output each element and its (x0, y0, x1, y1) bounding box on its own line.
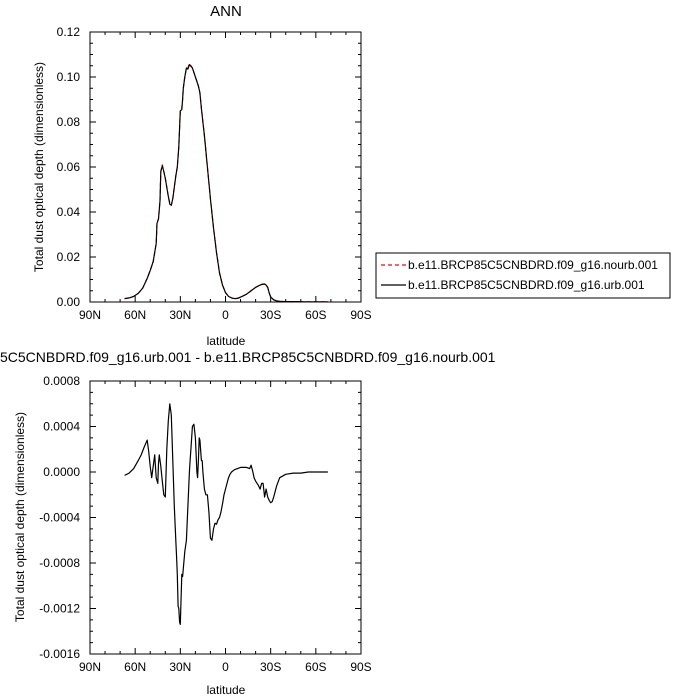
y-tick-label: 0.00 (57, 295, 81, 309)
chart-top-xlabel: latitude (207, 334, 246, 348)
y-tick-label: 0.04 (57, 205, 81, 219)
chart-bottom-x-ticks: 90N 60N 30N 0 30S 60S 90S (79, 381, 372, 674)
y-tick-label: 0.08 (57, 115, 81, 129)
y-tick-label: -0.0004 (39, 511, 80, 525)
x-tick-label: 0 (222, 308, 229, 322)
x-tick-label: 90S (350, 308, 371, 322)
chart-top-plot-frame (89, 31, 362, 303)
y-tick-label: 0.0000 (43, 465, 80, 479)
chart-top-x-ticks: 90N 60N 30N 0 30S 60S 90S (79, 32, 372, 322)
series-line-nourb-001 (124, 62, 328, 303)
chart-top-title: ANN (210, 3, 242, 20)
chart-bottom: 5C5CNBDRD.f09_g16.urb.001 - b.e11.BRCP85… (0, 349, 496, 697)
y-tick-label: 0.0004 (43, 420, 80, 434)
x-tick-label: 30S (260, 660, 281, 674)
chart-bottom-y-ticks: -0.0016 -0.0012 -0.0008 -0.0004 0.0000 0.0004… (39, 374, 361, 661)
chart-top-legend: b.e11.BRCP85C5CNBDRD.f09_g16.nourb.001 b… (375, 252, 671, 299)
y-tick-label: 0.12 (57, 25, 81, 39)
x-tick-label: 60S (305, 308, 326, 322)
y-tick-label: -0.0012 (39, 602, 80, 616)
x-tick-label: 60N (124, 308, 146, 322)
legend-label-urb: b.e11.BRCP85C5CNBDRD.f09_g16.urb.001 (408, 278, 645, 292)
x-tick-label: 30N (169, 660, 191, 674)
chart-bottom-title: 5C5CNBDRD.f09_g16.urb.001 - b.e11.BRCP85… (0, 349, 496, 365)
x-tick-label: 90N (79, 660, 101, 674)
y-tick-label: 0.06 (57, 160, 81, 174)
chart-top-y-ticks: 0.00 0.02 0.04 0.06 0.08 0.10 0.12 (57, 25, 361, 309)
series-line-0 (124, 403, 328, 626)
y-tick-label: 0.02 (57, 250, 81, 264)
legend-box (375, 252, 671, 299)
x-tick-label: 90S (350, 660, 371, 674)
chart-top-ylabel: Total dust optical depth (dimensionless) (32, 62, 46, 272)
x-tick-label: 60N (124, 660, 146, 674)
chart-top: ANN 90N 60N 30N 0 30S 60S 90S 0.00 0.02 0.04 0.06… (32, 3, 372, 348)
y-tick-label: 0.10 (57, 70, 81, 84)
y-tick-label: 0.0008 (43, 374, 80, 388)
chart-bottom-ylabel: Total dust optical depth (dimensionless) (13, 412, 27, 622)
x-tick-label: 90N (79, 308, 101, 322)
chart-bottom-plot-frame (89, 380, 362, 655)
chart-top-lines (124, 62, 328, 303)
x-tick-label: 30N (169, 308, 191, 322)
chart-bottom-lines (124, 403, 328, 626)
x-tick-label: 0 (222, 660, 229, 674)
y-tick-label: -0.0016 (39, 647, 80, 661)
legend-label-nourb: b.e11.BRCP85C5CNBDRD.f09_g16.nourb.001 (408, 258, 658, 272)
x-tick-label: 60S (305, 660, 326, 674)
chart-bottom-xlabel: latitude (207, 683, 246, 697)
y-tick-label: -0.0008 (39, 556, 80, 570)
x-tick-label: 30S (260, 308, 281, 322)
series-line-urb-001 (124, 63, 328, 303)
